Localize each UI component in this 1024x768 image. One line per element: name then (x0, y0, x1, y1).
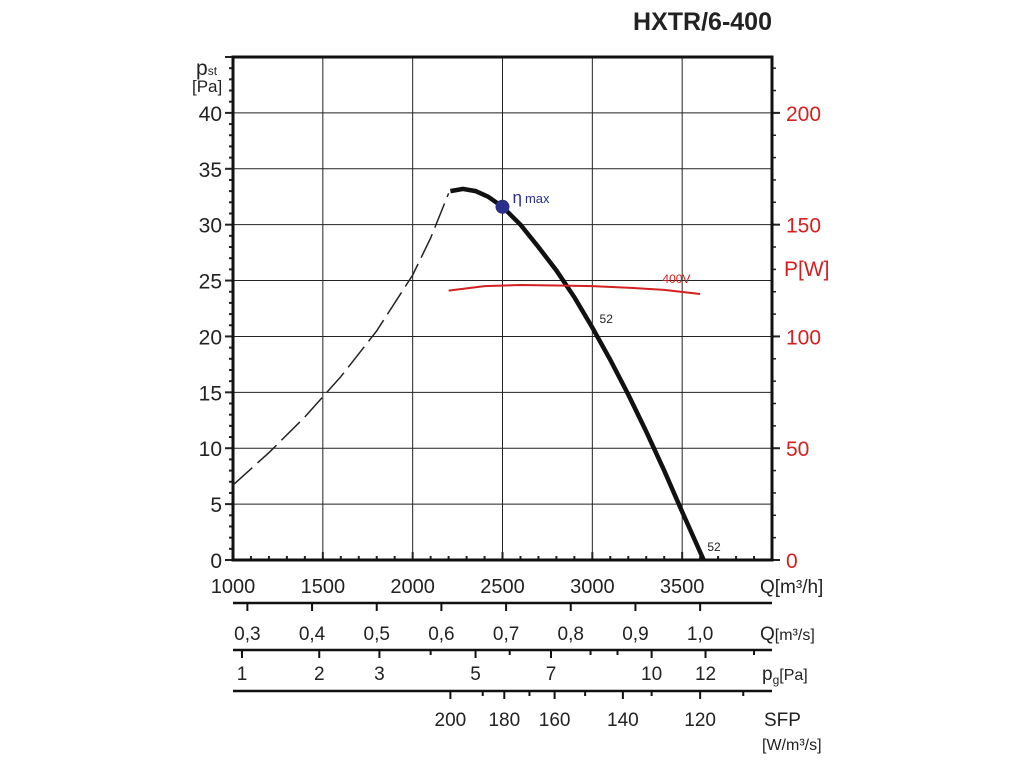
y2-axis-label: P[W] (784, 258, 830, 281)
series-label-400v: 400V (662, 272, 690, 286)
scale-tick-label: 0,4 (299, 624, 326, 645)
scale-label: Q[m³/s] (760, 624, 815, 645)
x-tick-label: 2000 (390, 576, 435, 598)
y-tick-label: 35 (199, 159, 222, 182)
scale-tick-label: 7 (546, 664, 557, 685)
scale-tick-label: 180 (488, 710, 520, 731)
y-tick-label: 10 (199, 438, 222, 461)
scale-tick-label: 0,9 (622, 624, 648, 645)
scale-tick-label: 1 (237, 664, 248, 685)
scale-tick-label: 1,0 (687, 624, 713, 645)
y-tick-label: 30 (199, 215, 222, 238)
scale-tick-label: 10 (641, 664, 662, 685)
x-tick-label: 1500 (301, 576, 346, 598)
series-pressure-dashed (232, 193, 450, 486)
x-tick-label: 3500 (660, 576, 705, 598)
y2-tick-label: 0 (786, 550, 798, 573)
scale-unit: [W/m³/s] (762, 737, 822, 754)
y-tick-label: 5 (210, 494, 222, 517)
y-tick-label: 20 (199, 326, 222, 349)
x-tick-label: 3000 (570, 576, 615, 598)
scale-tick-label: 200 (435, 710, 467, 731)
scale-tick-label: 160 (539, 710, 571, 731)
scale-tick-label: 140 (607, 710, 639, 731)
y2-tick-label: 150 (786, 215, 821, 238)
y-tick-label: 0 (210, 550, 222, 573)
scale-tick-label: 0,5 (364, 624, 390, 645)
scale-label: pg[Pa] (762, 664, 808, 687)
x-axis-label: Q[m³/h] (760, 577, 823, 598)
series-power-400V (448, 283, 701, 295)
scale-tick-label: 12 (695, 664, 716, 685)
scale-tick-label: 0,7 (493, 624, 519, 645)
scale-tick-label: 0,8 (558, 624, 584, 645)
curve-label-52: 52 (707, 540, 721, 554)
curve-label-52: 52 (600, 312, 614, 326)
plot-frame (231, 55, 774, 562)
eta-max-label: η max (513, 188, 551, 207)
y-tick-label: 40 (199, 103, 222, 126)
y-tick-label: 15 (199, 382, 222, 405)
scale-tick-label: 120 (684, 710, 716, 731)
scale-label: SFP (764, 710, 801, 731)
eta-max-point (495, 199, 510, 214)
scale-tick-label: 5 (470, 664, 481, 685)
scale-tick-label: 0,6 (428, 624, 454, 645)
series-pressure-52 (450, 186, 706, 561)
scale-tick-label: 3 (374, 664, 385, 685)
scale-tick-label: 0,3 (234, 624, 260, 645)
y-axis-unit: [Pa] (192, 77, 222, 96)
scale-tick-label: 2 (314, 664, 325, 685)
y2-tick-label: 50 (786, 438, 809, 461)
chart-title: HXTR/6-400 (633, 8, 772, 36)
y-axis-label: pst (196, 57, 218, 80)
y-tick-label: 25 (199, 271, 222, 294)
y2-tick-label: 100 (786, 326, 821, 349)
x-tick-label: 1000 (211, 576, 256, 598)
x-tick-label: 2500 (480, 576, 525, 598)
y2-tick-label: 200 (786, 103, 821, 126)
